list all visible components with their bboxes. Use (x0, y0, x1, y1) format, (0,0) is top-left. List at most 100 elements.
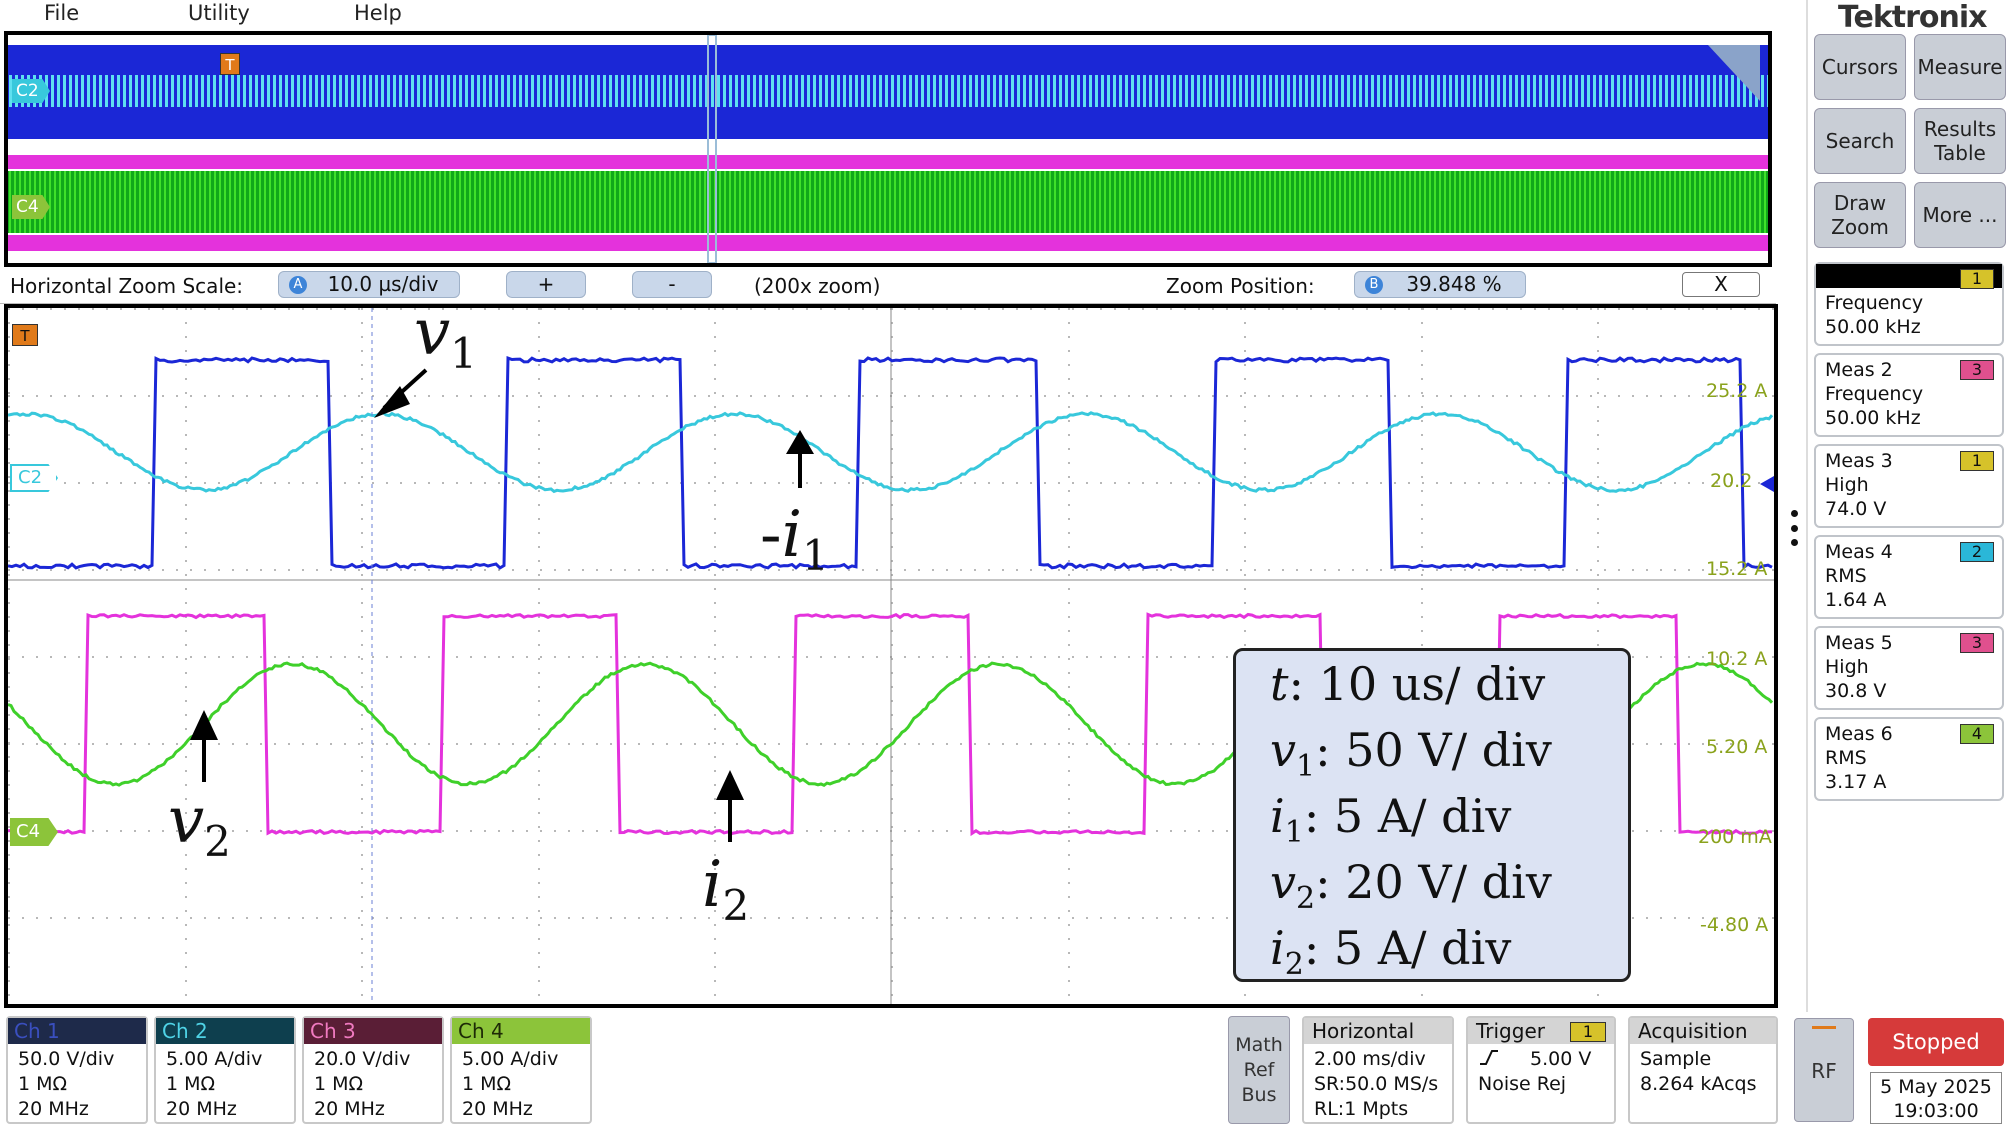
search-button[interactable]: Search (1814, 108, 1906, 174)
rf-indicator (1812, 1026, 1836, 1029)
scale-legend-box: t: 10 us/ div v1: 50 V/ div i1: 5 A/ div… (1233, 648, 1631, 982)
i2-arrowhead (716, 770, 744, 800)
annotation-v2: v2 (168, 784, 231, 866)
measurement-type: RMS (1825, 565, 1867, 587)
measurement-source-tag: 1 (1960, 451, 1994, 471)
scale-label-4: 10.2 A (1706, 648, 1767, 670)
measurement-name: Meas 2 (1825, 359, 1893, 381)
measurement-type: High (1825, 474, 1869, 496)
date-time-display[interactable]: 5 May 2025 19:03:00 (1870, 1072, 2002, 1124)
menu-help[interactable]: Help (354, 1, 402, 25)
annotation-v1: v1 (414, 296, 477, 378)
channel-badge-4[interactable]: Ch 4 5.00 A/div 1 MΩ 20 MHz (450, 1016, 592, 1124)
more-button[interactable]: More ... (1914, 182, 2006, 248)
scale-label-5: 5.20 A (1706, 736, 1767, 758)
ch2-offset-marker-icon[interactable] (1760, 476, 1774, 492)
channel-impedance: 1 MΩ (314, 1073, 363, 1095)
channel-badge-2[interactable]: Ch 2 5.00 A/div 1 MΩ 20 MHz (154, 1016, 296, 1124)
legend-line-i1: i1: 5 A/ div (1270, 789, 1511, 850)
scale-label-7: -4.80 A (1700, 914, 1768, 936)
trigger-marker-icon[interactable]: T (220, 53, 240, 75)
rf-button[interactable]: RF (1794, 1018, 1854, 1122)
menu-utility[interactable]: Utility (188, 1, 250, 25)
measurement-card[interactable]: Meas 4 2 RMS 1.64 A (1814, 535, 2004, 619)
measurement-value: 50.00 kHz (1825, 316, 1921, 338)
channel-impedance: 1 MΩ (462, 1073, 511, 1095)
close-zoom-button[interactable]: X (1682, 272, 1760, 297)
channel-scale: 5.00 A/div (166, 1048, 262, 1070)
cursors-button[interactable]: Cursors (1814, 34, 1906, 100)
acquisition-title: Acquisition (1630, 1018, 1776, 1044)
measurement-card[interactable]: Meas 6 4 RMS 3.17 A (1814, 717, 2004, 801)
menu-bar: File Utility Help (0, 0, 1780, 28)
measurement-source-tag: 1 (1960, 269, 1994, 289)
annotation-i2: i2 (702, 848, 749, 930)
channel-impedance: 1 MΩ (166, 1073, 215, 1095)
badge-a-icon: A (289, 276, 307, 294)
measurement-value: 74.0 V (1825, 498, 1886, 520)
measurement-card[interactable]: 1 Frequency 50.00 kHz (1814, 262, 2004, 346)
c2-overview-label[interactable]: C2 (12, 79, 50, 103)
measurement-value: 50.00 kHz (1825, 407, 1921, 429)
trigger-marker-icon[interactable]: T (12, 324, 38, 346)
measurement-type: Frequency (1825, 292, 1923, 314)
trigger-panel[interactable]: Trigger 1 5.00 V Noise Rej (1466, 1016, 1616, 1124)
trigger-level: 5.00 V (1530, 1048, 1591, 1070)
zoom-position-value: 39.848 % (1378, 272, 1501, 296)
scale-label-2: 20.2 (1710, 470, 1752, 492)
measurement-name: Meas 6 (1825, 723, 1893, 745)
results-table-button[interactable]: Results Table (1914, 108, 2006, 174)
overview-waveform[interactable]: C2 C4 T (4, 31, 1772, 267)
channel-bandwidth: 20 MHz (166, 1098, 237, 1120)
zoom-out-button[interactable]: - (632, 271, 712, 298)
channel-scale: 50.0 V/div (18, 1048, 114, 1070)
measurement-name: Meas 3 (1825, 450, 1893, 472)
ch3-overview-band-top (8, 155, 1768, 169)
measurement-source-tag: 4 (1960, 724, 1994, 744)
zoom-position-field[interactable]: B 39.848 % (1354, 271, 1526, 298)
measurement-card[interactable]: Meas 5 3 High 30.8 V (1814, 626, 2004, 710)
badge-b-icon: B (1365, 276, 1383, 294)
time-text: 19:03:00 (1871, 1099, 2001, 1123)
legend-line-t: t: 10 us/ div (1270, 657, 1545, 720)
measure-button[interactable]: Measure (1914, 34, 2006, 100)
annotation-i1: -i1 (760, 498, 829, 580)
measurement-type: RMS (1825, 747, 1867, 769)
overview-plot (8, 35, 1768, 263)
zoom-in-button[interactable]: + (506, 271, 586, 298)
measurement-source-tag: 2 (1960, 542, 1994, 562)
channel-badge-1[interactable]: Ch 1 50.0 V/div 1 MΩ 20 MHz (6, 1016, 148, 1124)
math-ref-bus-button[interactable]: Math Ref Bus (1228, 1016, 1290, 1124)
run-stop-button[interactable]: Stopped (1868, 1018, 2004, 1066)
menu-file[interactable]: File (44, 1, 79, 25)
zoom-scale-field[interactable]: A 10.0 µs/div (278, 271, 460, 298)
legend-line-v1: v1: 50 V/ div (1270, 723, 1552, 784)
c2-channel-label[interactable]: C2 (10, 464, 58, 492)
channel-badge-3[interactable]: Ch 3 20.0 V/div 1 MΩ 20 MHz (302, 1016, 444, 1124)
date-text: 5 May 2025 (1871, 1075, 2001, 1099)
horizontal-title: Horizontal (1304, 1018, 1452, 1044)
c4-overview-label[interactable]: C4 (12, 195, 50, 219)
channel-impedance: 1 MΩ (18, 1073, 67, 1095)
zoom-control-bar: Horizontal Zoom Scale: A 10.0 µs/div + -… (0, 268, 1776, 304)
horizontal-record-length: RL:1 Mpts (1314, 1098, 1408, 1120)
horizontal-panel[interactable]: Horizontal 2.00 ms/div SR:50.0 MS/s RL:1… (1302, 1016, 1454, 1124)
channel-name: Ch 4 (452, 1018, 590, 1044)
measurement-card[interactable]: Meas 2 3 Frequency 50.00 kHz (1814, 353, 2004, 437)
legend-line-i2: i2: 5 A/ div (1270, 921, 1511, 982)
zoom-position-label: Zoom Position: (1166, 274, 1315, 298)
measurement-card[interactable]: Meas 3 1 High 74.0 V (1814, 444, 2004, 528)
channel-name: Ch 1 (8, 1018, 146, 1044)
brand-logo: Tektronix (1838, 0, 1987, 35)
scale-label-6: 200 mA (1698, 826, 1772, 848)
panel-handle-icon[interactable] (1790, 510, 1798, 546)
ch4-overview-band (8, 171, 1768, 233)
draw-zoom-button[interactable]: Draw Zoom (1814, 182, 1906, 248)
c4-channel-label[interactable]: C4 (10, 818, 58, 846)
channel-scale: 20.0 V/div (314, 1048, 410, 1070)
channel-bandwidth: 20 MHz (314, 1098, 385, 1120)
acquisition-panel[interactable]: Acquisition Sample 8.264 kAcqs (1628, 1016, 1778, 1124)
trigger-mode: Noise Rej (1478, 1073, 1566, 1095)
right-panel: Tektronix Cursors Measure Search Results… (1806, 0, 2008, 1130)
channel-bandwidth: 20 MHz (18, 1098, 89, 1120)
